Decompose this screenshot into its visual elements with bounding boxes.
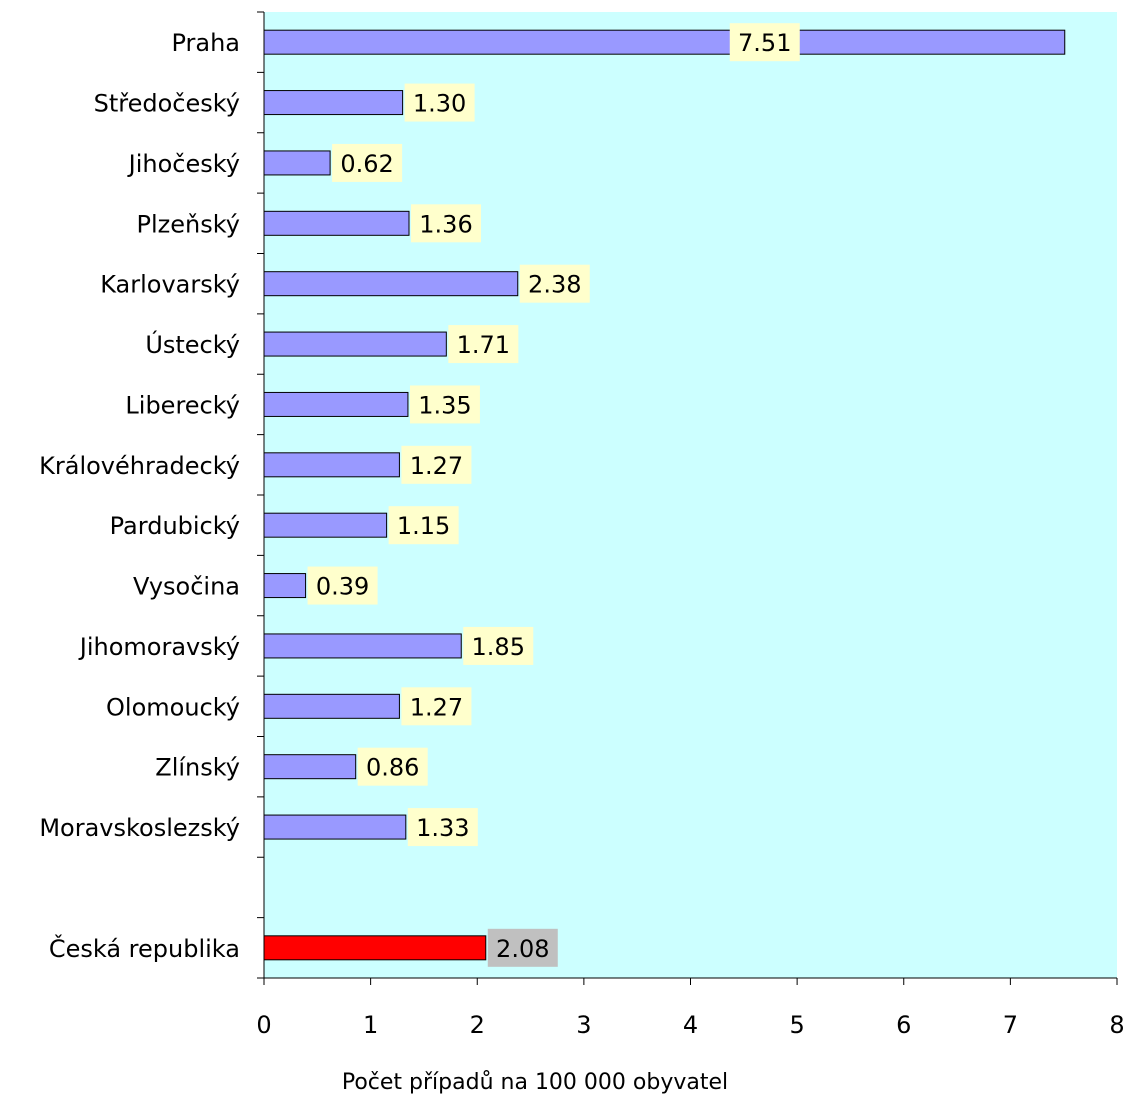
category-label: Ústecký: [145, 329, 240, 359]
bar: [263, 693, 400, 719]
data-label: 7.51: [738, 29, 791, 57]
data-label-background: [357, 747, 428, 786]
category-label: Vysočina: [133, 573, 240, 601]
x-tick-label: 0: [256, 1011, 271, 1039]
bar: [263, 391, 409, 417]
x-tick-label: 8: [1109, 1011, 1124, 1039]
data-label: 1.33: [416, 814, 469, 842]
bar: [263, 331, 447, 357]
x-tick-label: 6: [896, 1011, 911, 1039]
category-label: Plzeňský: [137, 210, 240, 238]
category-label: Středočeský: [94, 90, 240, 118]
x-tick-label: 2: [470, 1011, 485, 1039]
data-label: 1.27: [410, 693, 463, 721]
data-label: 1.85: [472, 633, 525, 661]
bar: [263, 29, 1066, 55]
category-label: Jihočeský: [127, 150, 240, 178]
data-label: 1.30: [413, 90, 466, 118]
data-label: 2.08: [496, 935, 549, 963]
data-label-background: [388, 506, 459, 545]
bar: [263, 754, 357, 780]
x-axis-title: Počet případů na 100 000 obyvatel: [342, 1070, 728, 1094]
data-label: 1.15: [397, 512, 450, 540]
bar: [263, 150, 331, 176]
category-label: Česká republika: [49, 933, 240, 963]
bar: [263, 935, 487, 961]
data-label: 1.71: [457, 331, 510, 359]
data-label-background: [519, 264, 590, 303]
x-tick-label: 4: [683, 1011, 698, 1039]
data-label: 0.39: [316, 573, 369, 601]
x-tick-label: 7: [1003, 1011, 1018, 1039]
data-label: 0.86: [366, 754, 419, 782]
data-label-background: [401, 687, 472, 726]
data-label-background: [307, 566, 378, 605]
bar: [263, 633, 462, 659]
data-label-background: [404, 83, 475, 122]
bar: [263, 271, 519, 297]
bar: [263, 573, 307, 599]
data-label-background: [407, 808, 478, 847]
category-label: Karlovarský: [100, 271, 240, 299]
data-label: 1.36: [419, 210, 472, 238]
category-label: Praha: [171, 29, 240, 57]
data-label: 1.35: [418, 391, 471, 419]
data-label-background: [448, 325, 519, 364]
category-label: Královéhradecký: [39, 452, 240, 480]
bar: [263, 210, 410, 236]
category-label: Liberecký: [125, 391, 240, 419]
data-label-background: [411, 204, 482, 243]
category-label: Zlínský: [155, 754, 240, 782]
data-label: 1.27: [410, 452, 463, 480]
category-label: Jihomoravský: [78, 633, 240, 661]
x-tick-label: 1: [363, 1011, 378, 1039]
data-label: 0.62: [340, 150, 393, 178]
category-label: Pardubický: [110, 512, 240, 540]
bar: [263, 452, 400, 478]
bar: [263, 814, 407, 840]
data-label-background: [401, 445, 472, 484]
x-tick-label: 3: [576, 1011, 591, 1039]
data-label: 2.38: [528, 271, 581, 299]
data-label-background: [487, 928, 558, 967]
data-label-background: [332, 143, 403, 182]
bar: [263, 90, 404, 116]
x-tick-label: 5: [789, 1011, 804, 1039]
data-label-background: [729, 23, 800, 62]
bar: [263, 512, 388, 538]
category-label: Moravskoslezský: [39, 814, 240, 842]
category-label: Olomoucký: [106, 693, 240, 721]
data-label-background: [409, 385, 480, 424]
data-label-background: [463, 626, 534, 665]
